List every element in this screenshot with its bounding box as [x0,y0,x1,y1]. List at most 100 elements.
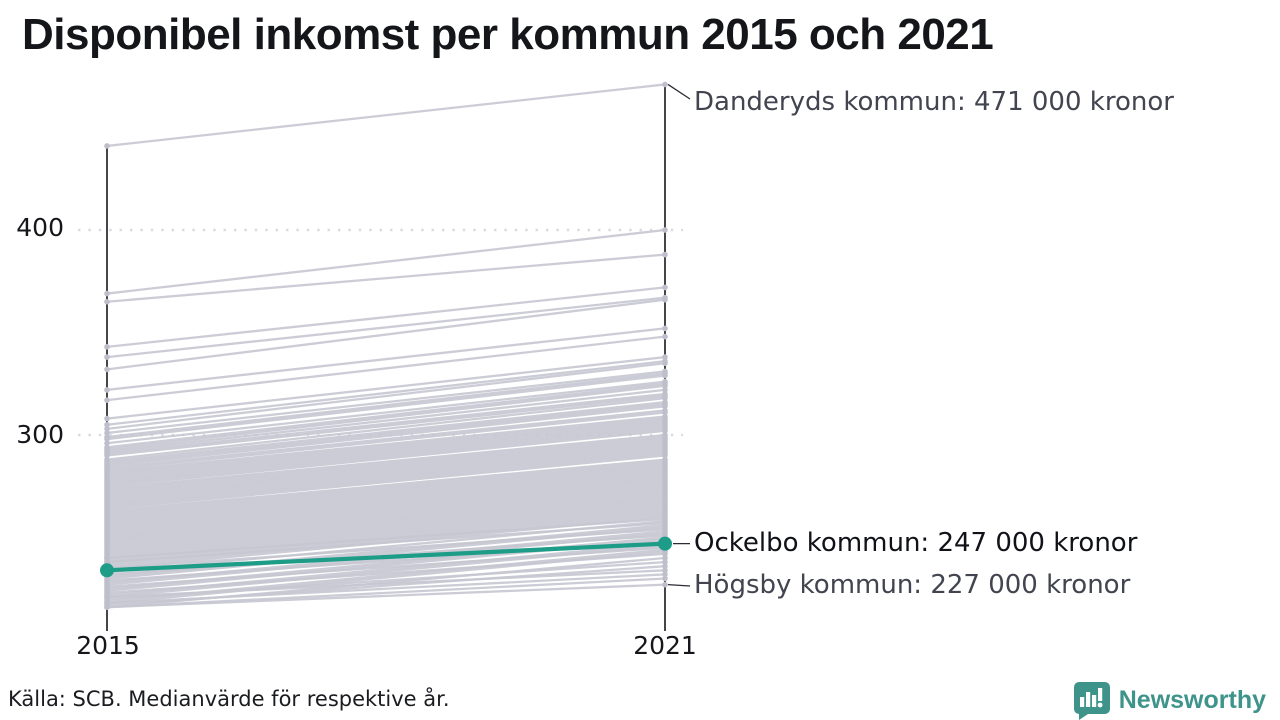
slope-line [106,228,666,295]
slope-endpoint-dot [104,555,110,561]
slope-endpoint-dot [104,415,110,422]
slope-line [106,481,666,535]
slope-endpoint-dot [104,366,110,373]
background-slope-lines [104,81,668,610]
slope-endpoint-dot [104,590,110,596]
slope-line [106,394,666,457]
slope-line [106,446,666,502]
highlighted-slope-lines [100,536,672,578]
slope-endpoint-dot [662,403,668,410]
annotation-ockelbo: Ockelbo kommun: 247 000 kronor [694,528,1138,558]
slope-line [106,429,666,488]
y-tick-label: 400 [16,213,64,242]
slope-line [106,423,666,482]
slope-line [106,384,666,451]
slope-line [106,569,666,599]
slope-endpoint-dot [104,440,110,447]
slope-line [106,360,666,426]
slope-endpoint-dot [104,344,110,350]
slope-line [106,335,666,402]
slope-endpoint-dot [662,428,668,434]
slope-line [106,298,666,371]
slope-endpoint-dot [104,436,110,442]
slope-endpoint-dot [662,81,668,88]
slope-line [106,493,666,547]
slope-line [106,433,666,490]
x-tick-label-2015: 2015 [76,631,140,660]
slope-line [106,372,666,439]
chart-title: Disponibel inkomst per kommun 2015 och 2… [22,10,994,59]
slope-line [106,296,666,359]
slope-line [106,501,666,556]
slope-line [106,286,666,348]
slope-endpoint-dot [662,333,668,340]
slope-line [106,253,666,303]
newsworthy-logo-icon [1073,682,1110,720]
slope-line [106,409,666,469]
slope-line [106,546,666,588]
slope-endpoint-dot [662,395,668,401]
highlighted-endpoint-dot [100,563,114,578]
slope-line [106,470,666,525]
slope-line [106,474,666,529]
slope-line [106,452,666,508]
newsworthy-logo-text: Newsworthy [1118,685,1266,714]
slope-endpoint-dot [104,577,110,584]
slope-line [106,396,666,461]
slope-line [106,489,666,543]
slope-endpoint-dot [662,372,668,379]
slope-line [106,355,666,420]
slope-line [106,442,666,498]
slope-line [106,491,666,545]
slope-line [106,440,666,496]
slope-line [106,462,666,517]
slope-line [106,380,666,445]
slope-endpoint-dot [662,551,668,557]
slope-endpoint-dot [104,426,110,432]
highlighted-slope-line [106,541,666,573]
annotation-connector [667,83,691,100]
slope-line [106,513,666,568]
slope-line [106,382,666,449]
slope-line [106,415,666,474]
slope-endpoint-dot [104,452,110,459]
slope-endpoint-dot [662,452,668,459]
slope-line [106,460,666,515]
slope-line [106,528,666,570]
slope-endpoint-dot [104,143,110,149]
slope-line [106,487,666,541]
slope-line [106,419,666,478]
slope-line [106,483,666,537]
slope-endpoint-dot [662,354,668,360]
newsworthy-logo: Newsworthy [1071,680,1266,720]
slope-endpoint-dot [104,387,110,393]
slope-endpoint-dot [662,383,668,389]
y-tick-label: 300 [16,420,64,449]
slope-line [106,464,666,519]
annotation-hogsby: Högsby kommun: 227 000 kronor [694,570,1131,600]
slope-endpoint-dot [104,583,110,590]
slope-line [106,497,666,551]
slope-line [106,522,666,564]
slope-line [106,411,666,471]
slope-endpoint-dot [662,581,668,588]
slope-endpoint-dot [662,387,668,393]
slope-endpoint-dot [104,298,110,305]
slope-endpoint-dot [104,290,110,297]
slope-line [106,503,666,558]
slope-line [106,573,666,605]
slope-line [106,552,666,594]
slope-line [106,476,666,531]
slope-endpoint-dot [662,284,668,291]
slope-line [106,478,666,533]
slope-line [106,401,666,463]
slope-endpoint-dot [662,296,668,303]
slope-line [106,450,666,506]
slope-line [106,403,666,465]
slope-endpoint-dot [662,559,668,565]
slope-line [106,427,666,486]
slope-endpoint-dot [104,594,110,600]
slope-endpoint-dot [104,600,110,606]
